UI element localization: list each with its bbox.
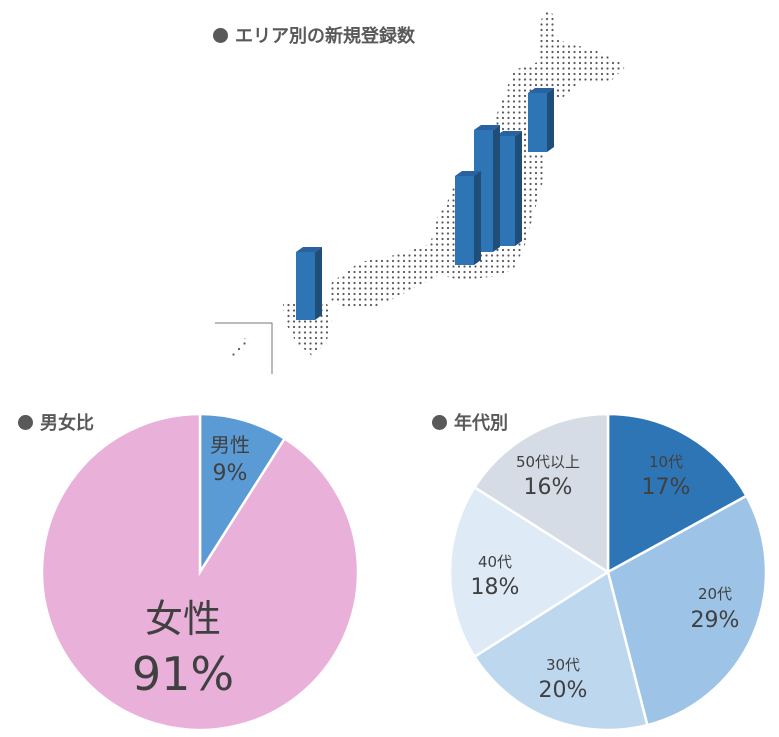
area-bar: [455, 171, 481, 265]
slice-label: 30代: [546, 656, 580, 674]
gender-labels: 男性 9% 女性 91%: [132, 433, 250, 701]
slice-value: 91%: [132, 647, 234, 701]
slice-value: 17%: [642, 475, 691, 500]
pie-slice: [606, 412, 749, 575]
area-bar: [496, 131, 522, 246]
slice-label: 50代以上: [516, 453, 580, 471]
gender-chart-title: 男女比: [18, 409, 94, 435]
bullet-icon: [432, 415, 447, 430]
bar-front: [455, 176, 474, 265]
bar-side: [547, 88, 554, 152]
age-chart-title: 年代別: [432, 409, 508, 435]
pie-slice: [198, 412, 287, 577]
area-title-text: エリア別の新規登録数: [235, 26, 415, 47]
map-okinawa: [230, 338, 250, 356]
age-pie: [448, 412, 768, 732]
bar-side: [474, 171, 481, 265]
pie-slice: [448, 485, 611, 659]
slice-value: 16%: [524, 475, 573, 500]
bar-top: [528, 88, 554, 93]
pie-slice: [40, 412, 360, 732]
inset-frame: [215, 322, 273, 374]
gender-pie: [40, 412, 360, 732]
pie-slice: [472, 570, 649, 732]
area-bar: [528, 88, 554, 152]
bar-front: [528, 93, 547, 152]
slice-value: 20%: [539, 678, 588, 703]
bar-top: [474, 125, 500, 130]
bar-side: [493, 125, 500, 252]
bullet-icon: [213, 28, 228, 43]
map-hokkaido: [506, 10, 626, 100]
bar-top: [455, 171, 481, 176]
bar-side: [315, 247, 322, 320]
area-bar: [296, 247, 322, 320]
slice-label: 男性: [210, 433, 250, 457]
slice-value: 9%: [213, 461, 248, 486]
area-bars: [296, 88, 554, 320]
bullet-icon: [18, 415, 33, 430]
age-title-text: 年代別: [454, 413, 508, 434]
slice-label: 20代: [698, 585, 732, 603]
pie-slice: [472, 412, 610, 575]
pie-slice: [606, 494, 768, 727]
bar-top: [296, 247, 322, 252]
slice-value: 29%: [691, 608, 740, 633]
japan-dot-map: [215, 10, 626, 374]
slice-label: 10代: [649, 453, 683, 471]
gender-title-text: 男女比: [40, 413, 94, 434]
slice-label: 女性: [145, 597, 221, 641]
bar-front: [296, 252, 315, 320]
bar-side: [515, 131, 522, 246]
bar-front: [496, 136, 515, 246]
area-chart-title: エリア別の新規登録数: [213, 22, 415, 48]
slice-value: 18%: [471, 575, 520, 600]
age-labels: 10代 17% 20代 29% 30代 20% 40代 18% 50代以上 16…: [471, 453, 740, 703]
bar-top: [496, 131, 522, 136]
slice-label: 40代: [478, 553, 512, 571]
